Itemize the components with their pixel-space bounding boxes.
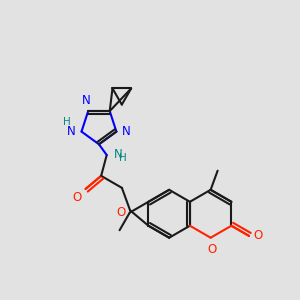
Text: O: O <box>73 191 82 204</box>
Text: O: O <box>208 243 217 256</box>
Text: O: O <box>116 206 126 219</box>
Text: N: N <box>122 125 131 138</box>
Text: N: N <box>67 125 76 138</box>
Text: N: N <box>82 94 91 107</box>
Text: H: H <box>64 117 71 127</box>
Text: N: N <box>114 148 122 161</box>
Text: O: O <box>253 229 262 242</box>
Text: H: H <box>118 152 126 163</box>
